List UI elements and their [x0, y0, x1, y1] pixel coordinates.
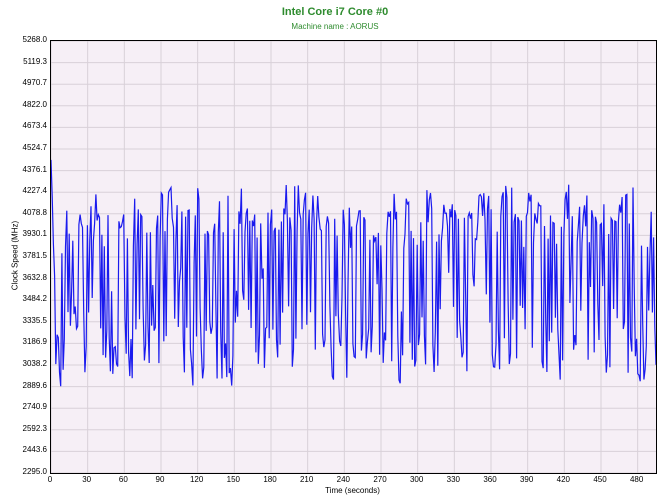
y-tick-label: 4673.4: [12, 121, 47, 130]
y-tick-label: 4078.8: [12, 208, 47, 217]
x-tick-label: 30: [72, 475, 102, 484]
y-tick-label: 4970.7: [12, 78, 47, 87]
x-tick-label: 60: [108, 475, 138, 484]
y-tick-label: 3781.5: [12, 251, 47, 260]
y-tick-label: 3335.5: [12, 316, 47, 325]
data-line: [51, 160, 656, 386]
y-tick-label: 3186.9: [12, 337, 47, 346]
y-tick-label: 4822.0: [12, 100, 47, 109]
y-tick-label: 5119.3: [12, 57, 47, 66]
x-tick-label: 210: [292, 475, 322, 484]
x-tick-label: 330: [438, 475, 468, 484]
y-tick-label: 4227.4: [12, 186, 47, 195]
x-tick-label: 120: [182, 475, 212, 484]
y-tick-label: 3632.8: [12, 273, 47, 282]
chart-subtitle: Machine name : AORUS: [0, 22, 670, 31]
chart-svg: [51, 41, 656, 473]
y-tick-label: 2443.6: [12, 445, 47, 454]
x-tick-label: 300: [402, 475, 432, 484]
y-tick-label: 2889.6: [12, 381, 47, 390]
y-tick-label: 3484.2: [12, 294, 47, 303]
y-tick-label: 3038.2: [12, 359, 47, 368]
x-tick-label: 390: [512, 475, 542, 484]
x-tick-label: 480: [622, 475, 652, 484]
x-tick-label: 360: [475, 475, 505, 484]
y-tick-label: 5268.0: [12, 35, 47, 44]
x-tick-label: 150: [218, 475, 248, 484]
plot-area: [50, 40, 657, 474]
x-axis-label: Time (seconds): [50, 486, 655, 495]
y-tick-label: 2740.9: [12, 402, 47, 411]
chart-title: Intel Core i7 Core #0: [0, 6, 670, 18]
x-tick-label: 240: [328, 475, 358, 484]
x-tick-label: 0: [35, 475, 65, 484]
y-tick-label: 4524.7: [12, 143, 47, 152]
x-tick-label: 90: [145, 475, 175, 484]
x-tick-label: 420: [548, 475, 578, 484]
x-tick-label: 270: [365, 475, 395, 484]
x-tick-label: 180: [255, 475, 285, 484]
y-tick-label: 2592.3: [12, 424, 47, 433]
y-tick-label: 3930.1: [12, 229, 47, 238]
x-tick-label: 450: [585, 475, 615, 484]
y-tick-label: 4376.1: [12, 165, 47, 174]
